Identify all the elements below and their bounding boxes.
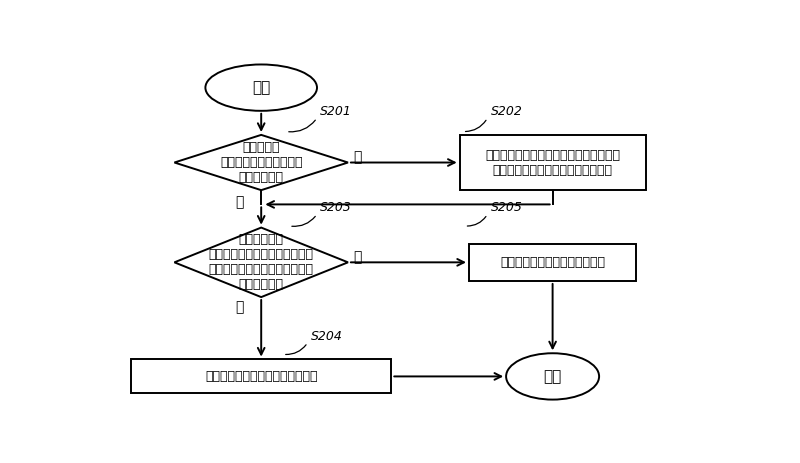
Text: 结束: 结束 bbox=[543, 369, 562, 384]
Text: 判定待播放的信息不符合播放要求: 判定待播放的信息不符合播放要求 bbox=[205, 370, 318, 383]
Text: S201: S201 bbox=[320, 105, 352, 118]
Text: 是: 是 bbox=[353, 150, 362, 164]
Text: 根据当前时间更新存储的限制时间段，并
重新初始化待播放的信息的播放信息: 根据当前时间更新存储的限制时间段，并 重新初始化待播放的信息的播放信息 bbox=[485, 149, 620, 176]
Text: S205: S205 bbox=[490, 201, 522, 214]
Text: 否: 否 bbox=[235, 195, 244, 209]
Bar bbox=[459, 135, 646, 190]
Bar bbox=[131, 359, 391, 394]
Ellipse shape bbox=[506, 353, 599, 400]
Ellipse shape bbox=[206, 64, 317, 111]
Text: 开始: 开始 bbox=[252, 80, 270, 95]
Text: S203: S203 bbox=[320, 201, 352, 214]
Text: 否: 否 bbox=[353, 250, 362, 264]
Text: 判断待播放的
信息在限制时间段内的播放次数
是否达到信息的限制时间段内的
最大播放次数: 判断待播放的 信息在限制时间段内的播放次数 是否达到信息的限制时间段内的 最大播… bbox=[209, 233, 314, 291]
Text: 判定待播放的信息符合播放要求: 判定待播放的信息符合播放要求 bbox=[500, 256, 605, 269]
Text: S204: S204 bbox=[310, 330, 342, 343]
Text: 判断当前时
间是否超过待播放的信息
的限制时间段: 判断当前时 间是否超过待播放的信息 的限制时间段 bbox=[220, 141, 302, 184]
Bar bbox=[469, 244, 636, 281]
Text: S202: S202 bbox=[490, 105, 522, 118]
Text: 是: 是 bbox=[235, 300, 244, 314]
Polygon shape bbox=[174, 135, 348, 190]
Polygon shape bbox=[174, 228, 348, 297]
